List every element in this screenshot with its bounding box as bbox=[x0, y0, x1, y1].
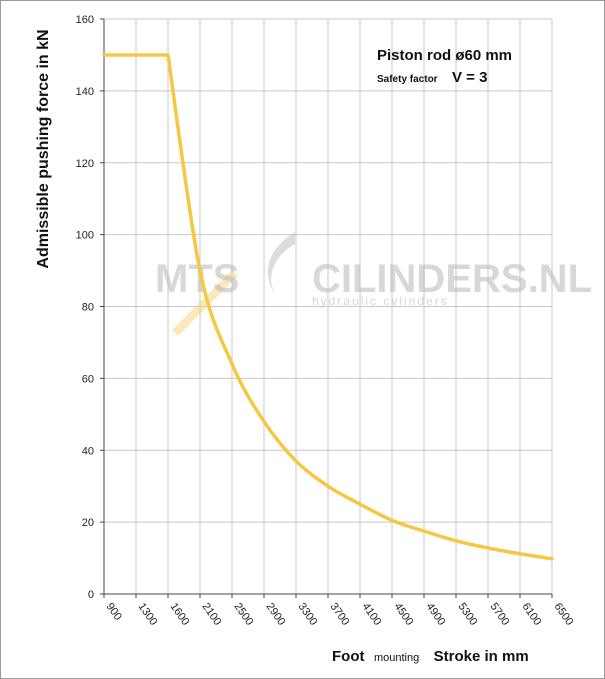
x-axis-label-prefix: Foot bbox=[332, 648, 364, 665]
x-tick-label: 4100 bbox=[360, 601, 384, 628]
y-axis-label: Admissible pushing force in kN bbox=[35, 29, 52, 268]
x-tick-label: 2100 bbox=[200, 601, 224, 628]
y-tick-label: 160 bbox=[76, 14, 94, 26]
x-tick-label: 4500 bbox=[392, 601, 416, 628]
safety-factor-label: Safety factor bbox=[377, 74, 438, 85]
y-tick-label: 120 bbox=[76, 158, 94, 170]
watermark-swoosh-icon bbox=[267, 232, 295, 300]
x-axis-label: Foot mounting Stroke in mm bbox=[332, 648, 529, 665]
y-tick-label: 140 bbox=[76, 86, 94, 98]
axes bbox=[100, 18, 553, 598]
x-axis-label-main: Stroke in mm bbox=[434, 648, 529, 665]
series-line bbox=[102, 53, 554, 561]
x-tick-label: 900 bbox=[104, 601, 124, 623]
x-tick-label: 2500 bbox=[232, 601, 256, 628]
grid-lines bbox=[104, 18, 553, 594]
y-tick-label: 100 bbox=[76, 230, 94, 242]
x-tick-label: 5700 bbox=[488, 601, 512, 628]
watermark-x-icon bbox=[172, 270, 238, 336]
y-tick-labels: 0 20 40 60 80 100 120 140 160 bbox=[76, 14, 94, 601]
y-tick-label: 20 bbox=[82, 517, 94, 529]
x-tick-label: 3700 bbox=[328, 601, 352, 628]
x-tick-label: 6100 bbox=[520, 601, 544, 628]
x-tick-label: 6500 bbox=[552, 601, 576, 628]
x-tick-label: 1300 bbox=[136, 601, 160, 628]
x-tick-label: 3300 bbox=[296, 601, 320, 628]
series-path bbox=[102, 53, 554, 561]
x-tick-labels: 900 1300 1600 2100 2500 2900 3300 3700 4100 4500 4… bbox=[104, 601, 576, 628]
y-tick-label: 60 bbox=[82, 373, 94, 385]
y-tick-label: 0 bbox=[88, 589, 94, 601]
x-tick-label: 2900 bbox=[264, 601, 288, 628]
x-tick-label: 4900 bbox=[424, 601, 448, 628]
watermark-tagline: hydraulic cylinders bbox=[312, 294, 449, 308]
x-tick-label: 5300 bbox=[456, 601, 480, 628]
y-tick-label: 80 bbox=[82, 302, 94, 314]
x-tick-label: 1600 bbox=[168, 601, 192, 628]
y-tick-label: 40 bbox=[82, 445, 94, 457]
watermark-logo: MTS CILINDERS.NL hydraulic cylinders bbox=[155, 232, 592, 336]
x-axis-label-mounting: mounting bbox=[374, 652, 419, 664]
watermark-brand-right: CILINDERS.NL bbox=[312, 257, 592, 301]
chart-title: Piston rod ø60 mm bbox=[377, 47, 512, 64]
safety-factor-value: V = 3 bbox=[452, 69, 487, 86]
